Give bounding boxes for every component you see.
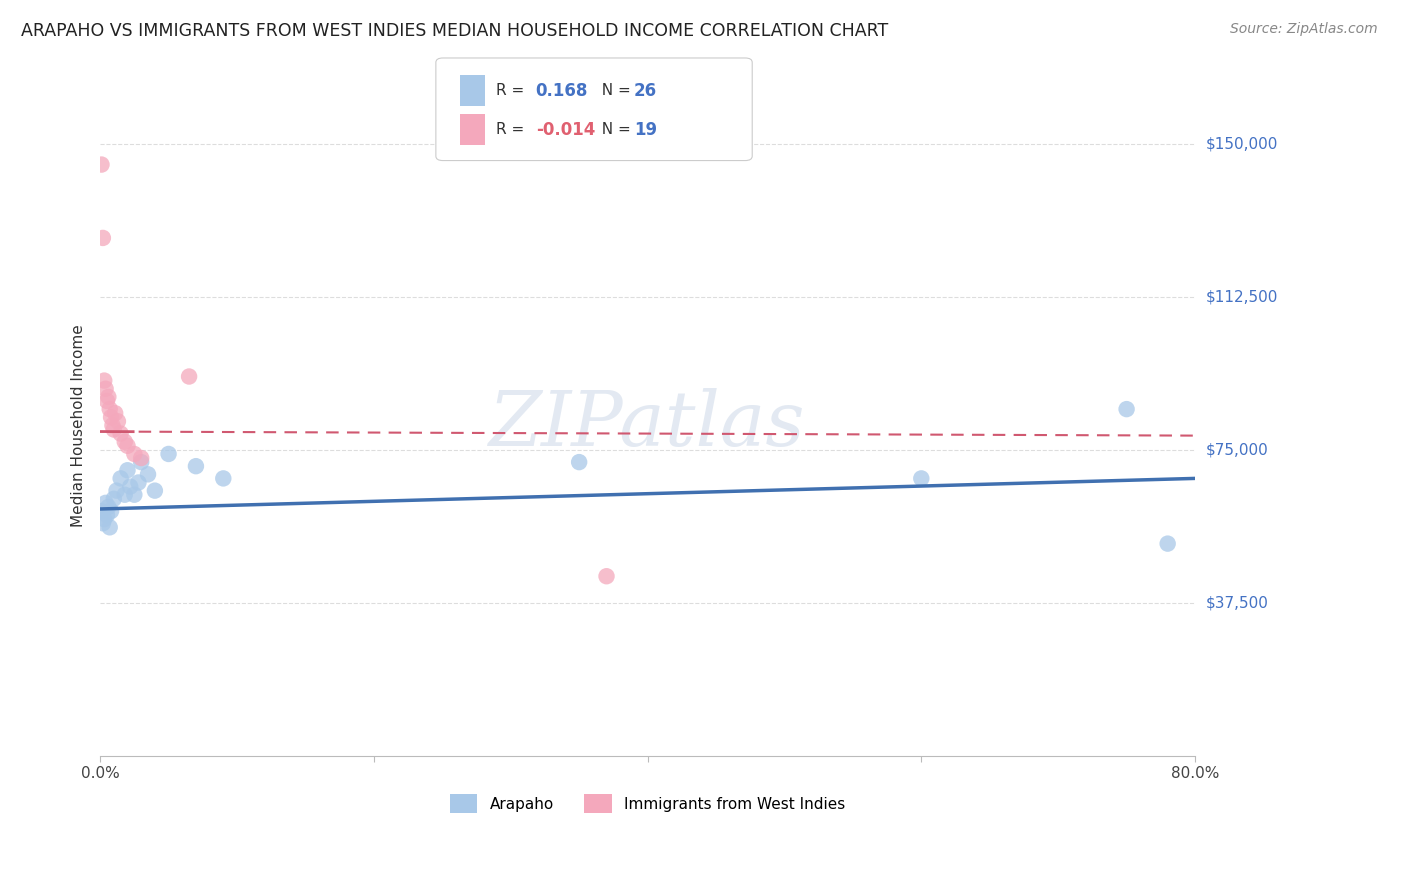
Point (104, 406, 127, 420)
Point (100, 410, 122, 425)
Point (184, 459, 207, 474)
Point (98, 520, 121, 534)
Text: R =: R = (496, 83, 530, 98)
Legend: Arapaho, Immigrants from West Indies: Arapaho, Immigrants from West Indies (443, 787, 853, 821)
Y-axis label: Median Household Income: Median Household Income (72, 324, 86, 527)
Text: N =: N = (592, 83, 636, 98)
Point (117, 439, 139, 453)
Point (91, 231, 114, 245)
Point (90, 157, 112, 171)
Point (124, 488, 146, 502)
Point (94, 382, 117, 396)
Point (129, 450, 152, 465)
Point (124, 447, 146, 461)
Point (143, 483, 166, 498)
Point (136, 467, 159, 482)
Text: 19: 19 (634, 121, 657, 139)
Point (98, 402, 121, 417)
Point (212, 471, 235, 485)
Point (90, 504, 112, 518)
Point (97, 390, 120, 404)
Point (1115, 402, 1137, 417)
Point (97, 500, 120, 514)
Text: ZIPatlas: ZIPatlas (489, 388, 806, 462)
Point (100, 504, 122, 518)
Point (101, 418, 124, 433)
Point (129, 455, 152, 469)
Point (107, 414, 129, 428)
Text: Source: ZipAtlas.com: Source: ZipAtlas.com (1230, 22, 1378, 37)
Text: $112,500: $112,500 (1206, 290, 1278, 304)
Point (114, 488, 136, 502)
Text: $37,500: $37,500 (1206, 595, 1270, 610)
Text: $75,000: $75,000 (1206, 442, 1268, 458)
Point (110, 426, 132, 441)
Text: ARAPAHO VS IMMIGRANTS FROM WEST INDIES MEDIAN HOUSEHOLD INCOME CORRELATION CHART: ARAPAHO VS IMMIGRANTS FROM WEST INDIES M… (21, 22, 889, 40)
Point (91, 516, 114, 531)
Text: 0.168: 0.168 (536, 81, 588, 100)
Point (96, 394, 118, 409)
Point (93, 374, 115, 388)
Point (103, 491, 125, 506)
Point (568, 455, 591, 469)
Point (910, 471, 932, 485)
Text: $150,000: $150,000 (1206, 136, 1278, 152)
Point (103, 423, 125, 437)
Text: R =: R = (496, 122, 530, 137)
Point (157, 447, 180, 461)
Text: N =: N = (592, 122, 636, 137)
Point (595, 569, 617, 583)
Point (127, 475, 149, 490)
Point (177, 369, 200, 384)
Point (1156, 536, 1178, 550)
Point (110, 471, 132, 485)
Point (94, 496, 117, 510)
Point (93, 512, 115, 526)
Text: 26: 26 (634, 81, 657, 100)
Point (114, 434, 136, 449)
Point (120, 479, 142, 493)
Text: -0.014: -0.014 (536, 121, 595, 139)
Point (117, 463, 139, 477)
Point (105, 483, 128, 498)
Point (96, 508, 118, 522)
